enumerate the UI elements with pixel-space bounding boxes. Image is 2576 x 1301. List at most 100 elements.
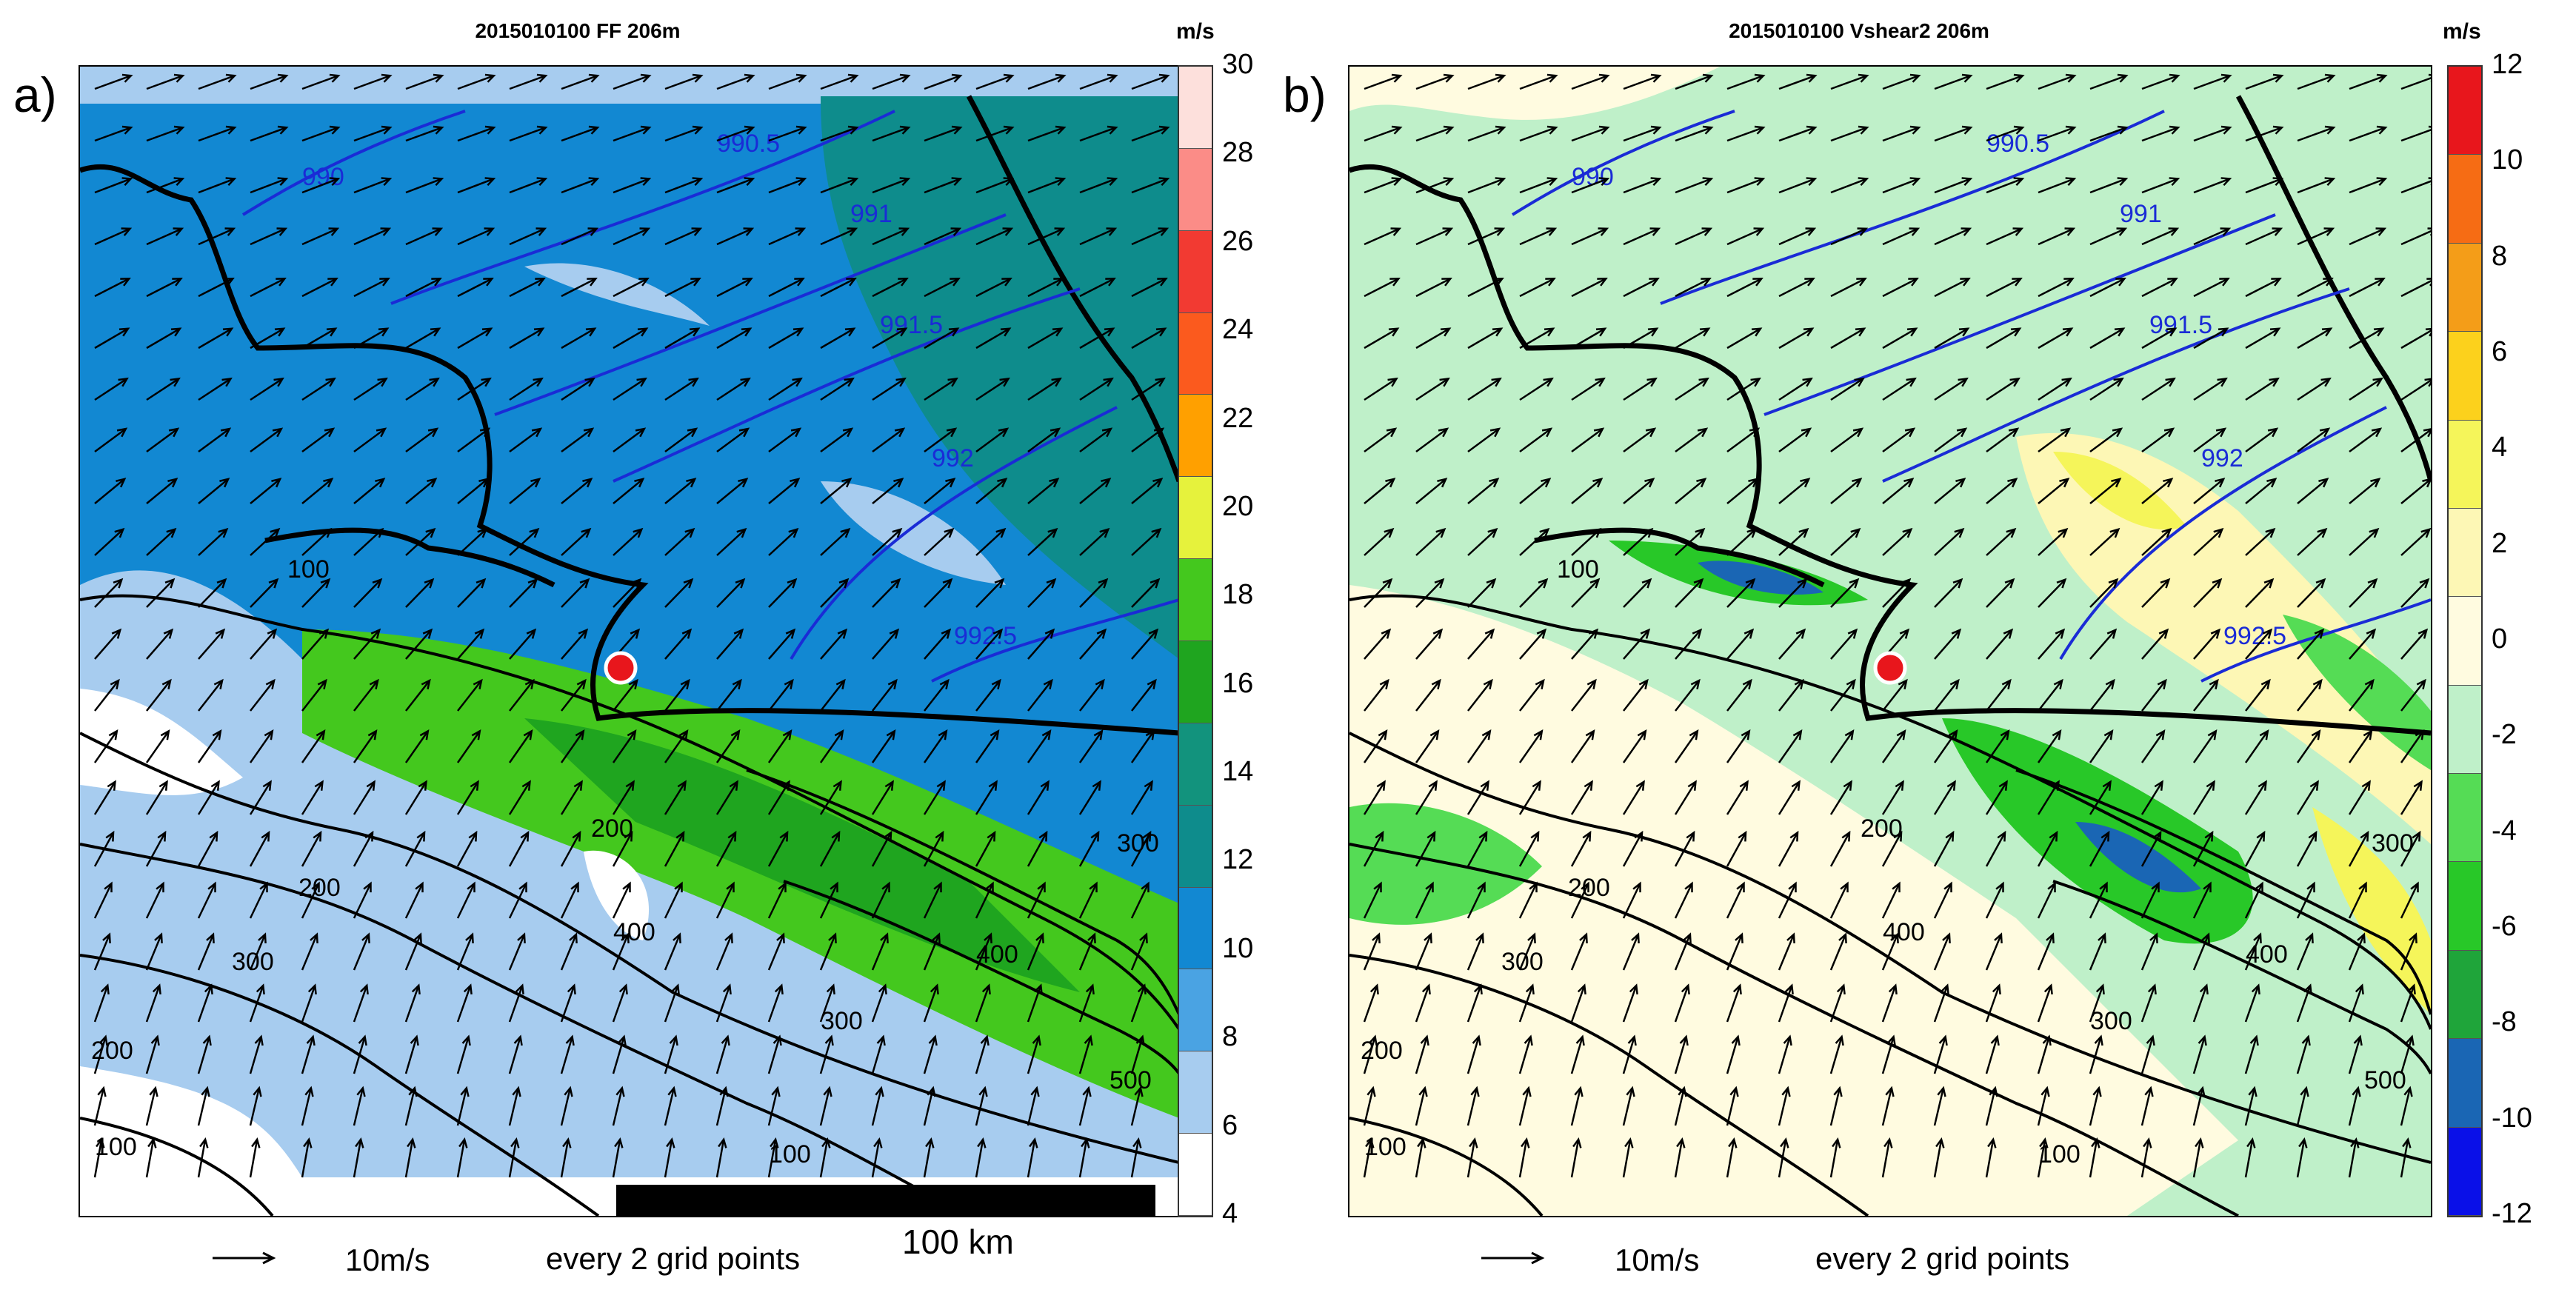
- wind-vector: [2140, 883, 2160, 919]
- wind-vector-head: [625, 780, 635, 791]
- wind-vector: [301, 528, 332, 556]
- wind-vector-head: [2272, 177, 2284, 187]
- wind-vector-head: [2367, 578, 2378, 589]
- wind-vector: [2400, 629, 2428, 660]
- wind-vector-head: [980, 1034, 990, 1046]
- wind-vector-head: [2102, 780, 2112, 791]
- wind-vector: [197, 1088, 209, 1126]
- wind-vector-head: [1937, 1086, 1946, 1097]
- wind-vector-head: [678, 729, 689, 740]
- wind-vector-head: [873, 1137, 883, 1148]
- wind-vector: [1934, 528, 1964, 556]
- wind-vector: [93, 883, 113, 919]
- wind-vector: [2400, 330, 2431, 350]
- wind-vector-head: [1481, 729, 1492, 740]
- wind-vector-head: [1589, 578, 1601, 589]
- wind-vector: [2245, 75, 2283, 90]
- wind-vector-head: [569, 932, 578, 944]
- wind-vector: [301, 781, 324, 815]
- wind-vector-head: [1032, 1034, 1041, 1046]
- isobars: [1511, 110, 2431, 683]
- wind-vector: [872, 578, 901, 608]
- wind-vector: [353, 127, 391, 142]
- wind-vector-head: [2324, 177, 2336, 187]
- wind-vector: [664, 278, 700, 298]
- wind-vector-head: [2109, 527, 2120, 538]
- wind-vector: [93, 730, 118, 763]
- wind-vector: [1623, 629, 1650, 660]
- wind-vector: [715, 781, 738, 815]
- colorbar-segment: [1179, 67, 1212, 149]
- wind-vector: [353, 327, 388, 350]
- colorbar-segment: [1179, 230, 1212, 313]
- wind-vector: [1027, 227, 1064, 246]
- colorbar-segment: [2449, 685, 2481, 775]
- wind-vector-head: [1579, 932, 1588, 944]
- wind-vector-head: [2043, 983, 2053, 995]
- wind-vector: [820, 428, 852, 453]
- wind-vector-head: [1698, 377, 1709, 387]
- wind-vector-head: [1439, 377, 1450, 387]
- wind-vector: [1415, 680, 1441, 712]
- wind-vector: [924, 578, 952, 608]
- wind-vector: [2349, 629, 2376, 660]
- wind-vector-head: [1084, 1034, 1093, 1046]
- wind-vector: [767, 1088, 779, 1126]
- wind-vector: [250, 428, 282, 453]
- wind-vector-head: [1858, 73, 1869, 83]
- colorbar: [2447, 65, 2483, 1217]
- wind-vector-head: [883, 830, 892, 842]
- wind-vector: [1518, 832, 1540, 867]
- wind-vector-head: [1748, 478, 1759, 488]
- wind-vector: [768, 528, 798, 556]
- wind-vector: [1570, 985, 1586, 1023]
- wind-vector: [1571, 680, 1597, 712]
- wind-vector-head: [950, 278, 961, 287]
- wind-vector-head: [684, 527, 695, 538]
- wind-vector-head: [1442, 227, 1454, 236]
- wind-vector-head: [2064, 227, 2076, 236]
- wind-vector: [2089, 1139, 2098, 1178]
- wind-vector: [767, 934, 785, 971]
- wind-vector: [197, 985, 213, 1023]
- wind-vector-head: [2314, 628, 2325, 639]
- wind-vector-head: [1735, 932, 1744, 944]
- wind-vector-head: [990, 729, 1000, 740]
- wind-vector-head: [941, 628, 952, 639]
- wind-vector: [2244, 934, 2262, 971]
- wind-vector: [1778, 278, 1814, 298]
- wind-vector-head: [2376, 177, 2388, 187]
- wind-vector-head: [1388, 327, 1400, 337]
- wind-vector-head: [276, 278, 287, 287]
- wind-vector: [2089, 75, 2127, 90]
- wind-vector-head: [484, 125, 496, 135]
- wind-vector: [1778, 680, 1804, 712]
- wind-vector: [198, 680, 224, 712]
- wind-vector: [1363, 1088, 1375, 1126]
- wind-vector: [146, 428, 178, 453]
- wind-vector-head: [1529, 881, 1538, 893]
- wind-vector-head: [304, 1086, 314, 1097]
- wind-vector: [1830, 178, 1868, 194]
- wind-vector: [664, 629, 692, 660]
- wind-vector-head: [2167, 278, 2178, 287]
- wind-vector: [2400, 578, 2429, 608]
- wind-vector-head: [1055, 177, 1067, 187]
- wind-vector: [1882, 578, 1911, 608]
- wind-vector-head: [736, 527, 747, 538]
- wind-vector-head: [2376, 73, 2388, 83]
- wind-vector-head: [738, 427, 750, 438]
- wind-vector: [2400, 528, 2431, 556]
- wind-vector-head: [721, 1034, 730, 1046]
- wind-vector: [1829, 883, 1849, 919]
- wind-vector: [301, 327, 336, 350]
- wind-vector: [923, 934, 941, 971]
- wind-vector: [1934, 378, 1968, 401]
- colorbar-tick-label: 0: [2492, 623, 2508, 655]
- wind-vector-head: [2117, 177, 2129, 187]
- wind-vector-head: [327, 278, 338, 287]
- wind-vector: [1079, 680, 1105, 712]
- wind-vector-head: [1595, 377, 1606, 387]
- wind-vector: [2245, 528, 2275, 556]
- wind-vector: [1079, 378, 1113, 401]
